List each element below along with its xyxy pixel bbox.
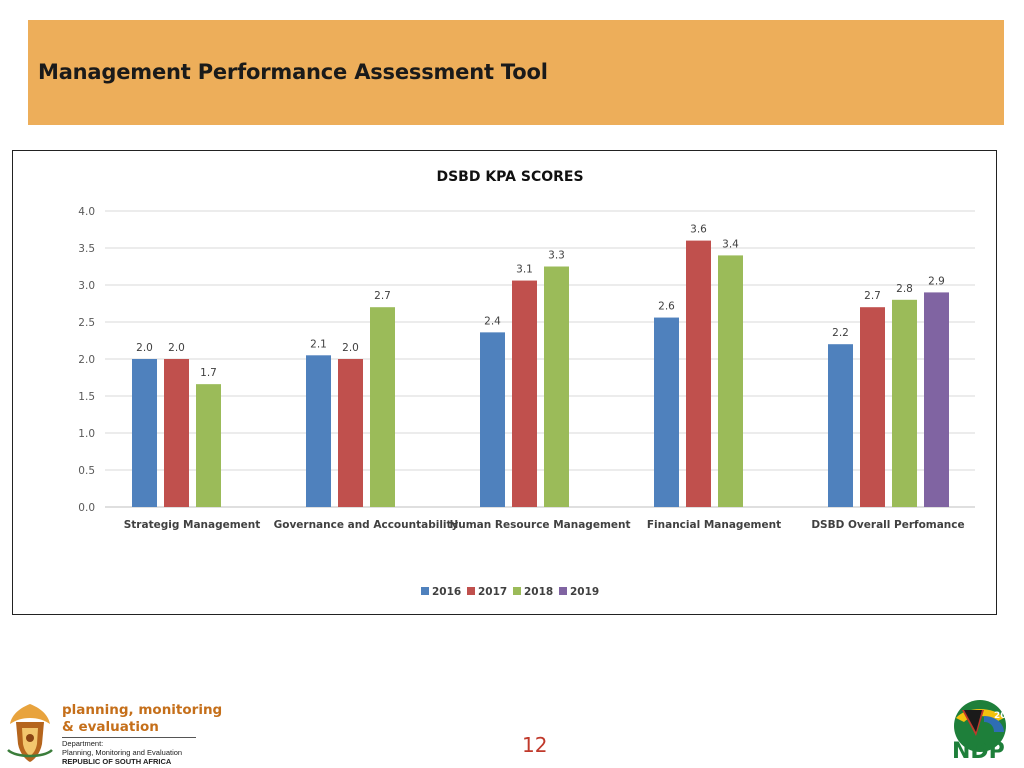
bar-2017 (860, 307, 885, 507)
x-category-label: Financial Management (647, 519, 781, 531)
ndp-2030-logo: 2030 NDP (952, 700, 1016, 764)
bar-2016 (306, 355, 331, 507)
bar-2018 (718, 255, 743, 507)
pme-department-text: Department: Planning, Monitoring and Eva… (62, 739, 182, 766)
data-label: 3.3 (548, 250, 565, 262)
page-number: 12 (522, 733, 548, 757)
y-tick-label: 3.0 (78, 280, 95, 292)
data-label: 2.8 (896, 283, 913, 295)
legend-swatch-2016 (421, 587, 429, 595)
legend-label-2016: 2016 (432, 586, 461, 598)
bar-2018 (544, 266, 569, 507)
data-label: 2.1 (310, 338, 327, 350)
x-category-label: Strategig Management (124, 519, 261, 531)
legend-swatch-2017 (467, 587, 475, 595)
legend-swatch-2019 (559, 587, 567, 595)
bar-2016 (654, 317, 679, 507)
bar-2017 (512, 280, 537, 507)
bar-2018 (370, 307, 395, 507)
x-category-label: Governance and Accountability (274, 519, 459, 531)
y-tick-label: 2.0 (78, 354, 95, 366)
data-label: 2.9 (928, 275, 945, 287)
bar-2018 (196, 384, 221, 507)
y-tick-label: 3.5 (78, 243, 95, 255)
coat-of-arms-logo (7, 704, 53, 762)
chart-title: DSBD KPA SCORES (436, 169, 583, 185)
data-label: 2.0 (136, 342, 153, 354)
kpa-bar-chart: DSBD KPA SCORES 0.0 0.5 1.0 1.5 2.0 2.5 3.0 3.5 4… (78, 169, 975, 598)
header-banner (28, 20, 1004, 125)
data-label: 2.7 (864, 290, 881, 302)
data-label: 3.4 (722, 238, 739, 250)
bar-2019 (924, 292, 949, 507)
dept-line3: REPUBLIC OF SOUTH AFRICA (62, 757, 172, 766)
x-category-label: DSBD Overall Perfomance (811, 519, 964, 531)
y-tick-label: 0.5 (78, 465, 95, 477)
bar-2016 (828, 344, 853, 507)
legend-label-2019: 2019 (570, 586, 599, 598)
y-tick-label: 4.0 (78, 206, 95, 218)
y-tick-label: 1.5 (78, 391, 95, 403)
y-tick-label: 1.0 (78, 428, 95, 440)
bar-2017 (338, 359, 363, 507)
legend-label-2017: 2017 (478, 586, 507, 598)
data-label: 2.0 (168, 342, 185, 354)
data-label: 3.6 (690, 224, 707, 236)
bar-2017 (164, 359, 189, 507)
pme-logo-line1: planning, monitoring (62, 702, 223, 718)
data-label: 2.6 (658, 301, 675, 313)
y-tick-label: 2.5 (78, 317, 95, 329)
bar-2017 (686, 240, 711, 507)
ndp-year-text: 2030 (994, 711, 1016, 721)
dept-line2: Planning, Monitoring and Evaluation (62, 748, 183, 757)
bar-2016 (480, 332, 505, 507)
data-label: 2.0 (342, 342, 359, 354)
dept-line1: Department: (62, 739, 104, 748)
chart-frame: DSBD KPA SCORES 0.0 0.5 1.0 1.5 2.0 2.5 3.0 3.5 4… (12, 150, 997, 615)
data-label: 1.7 (200, 367, 217, 379)
bar-2018 (892, 299, 917, 507)
y-tick-label: 0.0 (78, 502, 95, 514)
data-label: 2.2 (832, 327, 849, 339)
x-category-label: Human Resource Management (449, 519, 630, 531)
data-label: 2.7 (374, 290, 391, 302)
bar-2016 (132, 359, 157, 507)
legend-label-2018: 2018 (524, 586, 553, 598)
slide-title: Management Performance Assessment Tool (38, 60, 548, 84)
pme-logo-rule (62, 737, 196, 738)
data-label: 3.1 (516, 264, 533, 276)
ndp-label-text: NDP (952, 739, 1005, 764)
legend-swatch-2018 (513, 587, 521, 595)
data-label: 2.4 (484, 315, 501, 327)
pme-logo-line2: & evaluation (62, 719, 159, 735)
